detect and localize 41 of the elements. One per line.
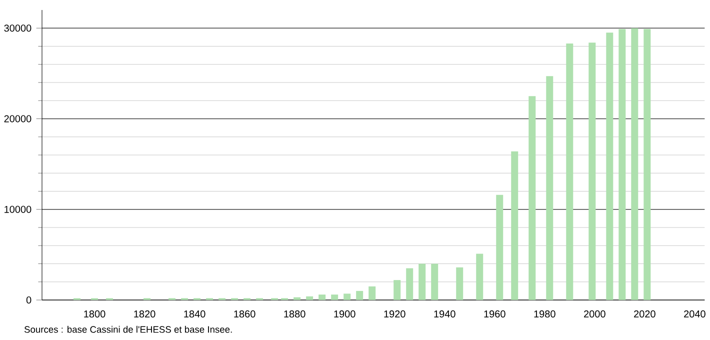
- x-tick-label: 1940: [434, 310, 456, 318]
- bar: [394, 280, 401, 300]
- bar: [588, 42, 596, 300]
- bar: [344, 294, 351, 300]
- bar: [546, 76, 554, 300]
- x-tick-label: 1880: [284, 310, 306, 318]
- y-tick-label: 10000: [4, 206, 32, 213]
- bar: [418, 264, 426, 300]
- x-tick-label: 1960: [484, 310, 506, 318]
- bar: [631, 28, 638, 300]
- source-note: Sources : base Cassini de l'EHESS et base Insee.: [24, 326, 232, 333]
- bar: [511, 151, 518, 300]
- bar: [496, 194, 504, 300]
- bar: [456, 267, 464, 300]
- y-tick-label: 20000: [4, 115, 32, 122]
- bar: [566, 44, 574, 300]
- bar: [476, 254, 484, 300]
- x-tick-label: 2000: [584, 310, 606, 318]
- bar: [331, 294, 338, 300]
- x-tick-label: 1860: [234, 310, 256, 318]
- bar: [368, 286, 376, 300]
- x-tick-label: 1900: [334, 310, 356, 318]
- y-tick-label: 30000: [4, 24, 32, 32]
- bar: [618, 29, 626, 300]
- x-tick-label: 1840: [184, 310, 206, 318]
- x-tick-label: 1920: [384, 310, 406, 318]
- bar: [294, 297, 301, 300]
- x-tick-label: 2020: [634, 310, 656, 318]
- bar: [318, 294, 326, 300]
- y-tick-label: 0: [26, 296, 32, 304]
- bar: [431, 264, 438, 300]
- x-tick-label: 1980: [534, 310, 556, 318]
- x-tick-label: 1820: [134, 310, 156, 318]
- bar: [406, 268, 414, 300]
- bar: [606, 32, 614, 300]
- x-tick-label: 1800: [84, 310, 106, 318]
- bar: [644, 29, 651, 300]
- bar: [306, 296, 314, 300]
- x-tick-label: 2040: [684, 310, 706, 318]
- bar: [528, 96, 536, 300]
- bar: [356, 290, 364, 300]
